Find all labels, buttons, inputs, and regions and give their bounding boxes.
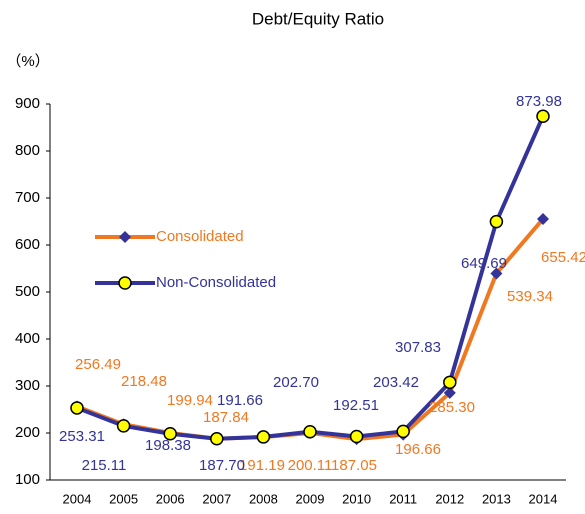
data-label: 539.34 xyxy=(507,288,553,305)
data-label: 256.49 xyxy=(75,356,121,373)
marker xyxy=(210,432,224,446)
y-tick-label: 900 xyxy=(15,95,40,112)
x-tick-label: 2005 xyxy=(109,491,138,506)
y-tick-label: 800 xyxy=(15,142,40,159)
marker xyxy=(116,419,131,433)
y-tick-label: 600 xyxy=(15,236,40,253)
legend-marker xyxy=(118,276,132,290)
data-label: 187.05 xyxy=(331,457,377,474)
x-tick-label: 2007 xyxy=(202,491,231,506)
marker xyxy=(349,429,364,444)
x-tick-label: 2011 xyxy=(389,491,417,506)
data-label: 191.66 xyxy=(217,392,263,409)
x-tick-label: 2009 xyxy=(296,491,325,506)
y-tick-label: 200 xyxy=(15,424,40,441)
data-label: 253.31 xyxy=(59,428,105,445)
y-tick-label: 400 xyxy=(15,330,40,347)
chart-title: Debt/Equity Ratio xyxy=(252,9,384,28)
marker xyxy=(489,214,504,229)
data-label: 218.48 xyxy=(121,373,167,390)
y-axis-label: （%） xyxy=(6,53,49,70)
x-tick-label: 2014 xyxy=(529,491,558,506)
y-tick-label: 100 xyxy=(15,471,40,488)
y-tick-label: 500 xyxy=(15,283,40,300)
data-label: 307.83 xyxy=(395,339,441,356)
data-label: 199.94 xyxy=(167,392,213,409)
marker xyxy=(163,427,177,441)
x-tick-label: 2010 xyxy=(342,491,371,506)
data-label: 196.66 xyxy=(395,441,441,458)
x-tick-label: 2006 xyxy=(156,491,185,506)
x-tick-label: 2013 xyxy=(482,491,511,506)
marker xyxy=(303,424,317,439)
marker xyxy=(490,267,503,280)
marker xyxy=(256,430,271,444)
data-label: 187.84 xyxy=(203,409,249,426)
x-tick-label: 2012 xyxy=(435,491,464,506)
marker xyxy=(536,109,550,123)
data-label: 215.11 xyxy=(82,457,127,474)
marker xyxy=(443,375,457,390)
x-tick-label: 2004 xyxy=(63,491,92,506)
data-label: 191.19 xyxy=(239,457,285,474)
data-label: 203.42 xyxy=(373,374,419,391)
data-label: 200.11 xyxy=(288,457,333,474)
x-tick-label: 2008 xyxy=(249,491,278,506)
data-label: 649.69 xyxy=(461,255,507,272)
data-label: 202.70 xyxy=(273,374,319,391)
legend-label: Consolidated xyxy=(156,228,244,245)
marker xyxy=(396,424,410,439)
legend-marker xyxy=(119,231,131,243)
data-label: 285.30 xyxy=(429,399,475,416)
y-tick-label: 700 xyxy=(15,189,40,206)
marker xyxy=(70,401,84,415)
data-label: 655.42 xyxy=(541,249,585,266)
data-label: 187.70 xyxy=(199,457,245,474)
data-label: 192.51 xyxy=(333,397,379,414)
legend-label: Non-Consolidated xyxy=(156,274,276,291)
marker xyxy=(443,386,456,399)
data-label: 198.38 xyxy=(145,437,191,454)
data-label: 873.98 xyxy=(516,93,562,110)
y-tick-label: 300 xyxy=(15,377,40,394)
marker xyxy=(537,212,549,225)
